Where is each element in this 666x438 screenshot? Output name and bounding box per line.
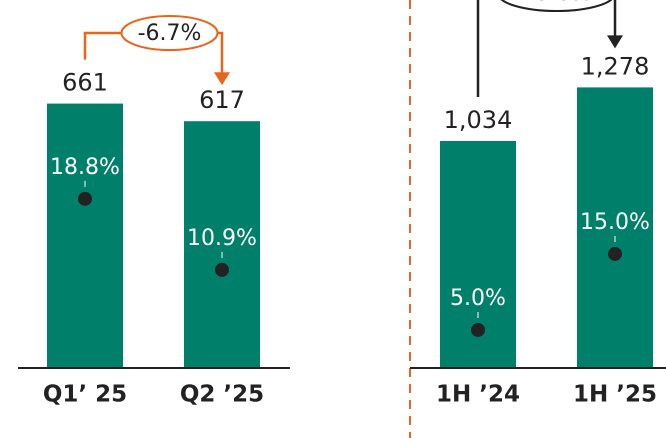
margin-dot xyxy=(608,246,622,261)
change-bubble xyxy=(120,15,219,51)
bar-value-label: 617 xyxy=(199,86,245,114)
bar-value-label: 661 xyxy=(62,69,108,97)
arrow-head xyxy=(607,35,623,49)
margin-dot xyxy=(471,322,485,337)
margin-label: 10.9% xyxy=(187,226,257,251)
x-tick-label: 1H ’25 xyxy=(573,382,657,408)
margin-dot xyxy=(215,262,229,277)
change-arrow xyxy=(476,0,617,97)
arrow-head xyxy=(214,72,230,86)
x-tick-label: Q1’ 25 xyxy=(43,382,127,408)
x-tick-label: Q2 ’25 xyxy=(180,382,264,408)
margin-dot xyxy=(78,191,92,206)
change-label: -6.7% xyxy=(138,21,202,46)
change-label: 23.6% xyxy=(522,0,592,6)
bar xyxy=(47,103,123,368)
margin-label: 5.0% xyxy=(450,286,506,311)
change-bubble xyxy=(500,0,613,12)
bar-value-label: 1,034 xyxy=(444,106,513,134)
bar xyxy=(577,87,653,368)
margin-label: 18.8% xyxy=(50,155,120,180)
bar-value-label: 1,278 xyxy=(581,52,650,80)
x-tick-label: 1H ’24 xyxy=(436,382,520,408)
margin-label: 15.0% xyxy=(580,210,650,235)
bar xyxy=(184,121,260,368)
